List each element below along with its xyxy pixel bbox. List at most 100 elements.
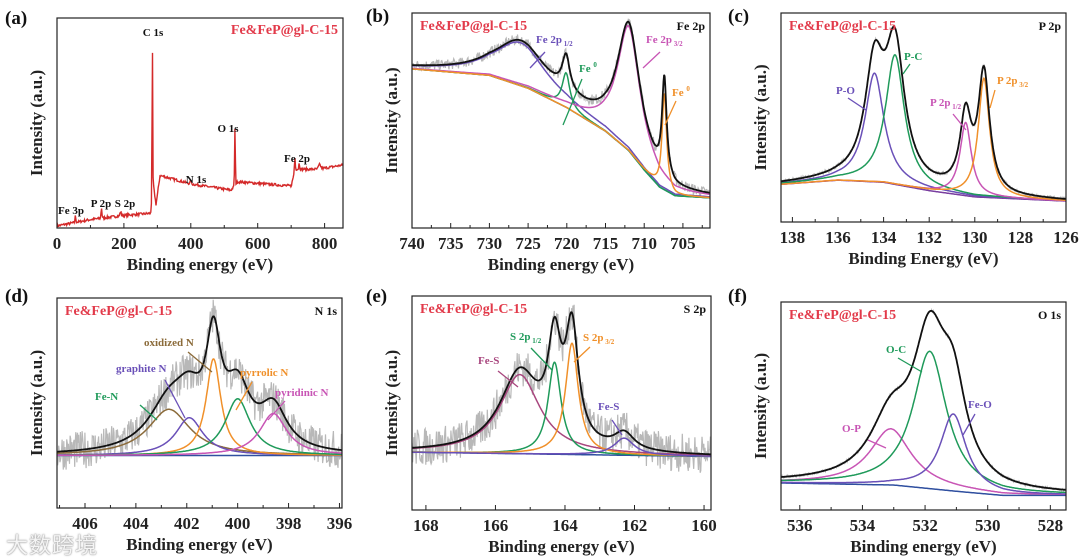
x-tick-label: 730 — [477, 234, 503, 253]
panel-label: (c) — [728, 6, 749, 27]
annotation-text: O-C — [886, 344, 906, 356]
sample-title: Fe&FeP@gl-C-15 — [789, 308, 896, 323]
peak-annotation: graphite N — [116, 363, 166, 375]
core-level-label: O 1s — [1038, 308, 1061, 322]
annotation-subscript: 3/2 — [672, 40, 683, 48]
x-tick-label: 400 — [225, 514, 251, 533]
panel-d: 406 404 402 400 398 396 Binding energy (eV) Int… — [5, 286, 352, 554]
annotation-subscript: 1/2 — [531, 337, 542, 345]
x-tick-label: 130 — [962, 228, 988, 247]
envelope-fit-line — [57, 315, 342, 453]
x-tick-label: 200 — [111, 234, 137, 253]
annotation-pointer-line — [562, 78, 583, 126]
peak-annotation: Fe 0 — [672, 85, 690, 99]
peak-annotation: O 1s — [217, 123, 239, 135]
annotation-text: pyridinic N — [275, 387, 329, 399]
envelope-fit-line — [781, 25, 1066, 200]
envelope-fit-line — [412, 20, 710, 194]
annotation-pointer-line — [642, 51, 661, 69]
annotation-superscript: 0 — [686, 85, 690, 93]
annotation-text: S 2p — [115, 198, 136, 210]
x-axis-label: Binding energy (eV) — [127, 255, 273, 274]
annotation-pointer-line — [664, 100, 677, 126]
x-tick-label: 132 — [916, 228, 942, 247]
peak-annotation: S 2p 3/2 — [583, 332, 615, 346]
x-tick-label: 398 — [276, 514, 302, 533]
annotation-text: Fe 3p — [58, 205, 84, 217]
panel-b: 740 735 730 725 720 715 710 705 Binding energy (… — [366, 6, 711, 274]
x-tick-label: 126 — [1053, 228, 1079, 247]
plot-frame — [56, 297, 343, 509]
x-tick-label: 138 — [780, 228, 806, 247]
annotation-text: P 2p — [91, 198, 111, 210]
envelope-fit-line — [781, 310, 1066, 491]
x-tick-label: 536 — [787, 516, 813, 535]
peak-annotation: Fe 3p — [58, 205, 84, 217]
annotation-pointer-line — [573, 346, 591, 363]
annotation-text: Fe-N — [95, 391, 118, 403]
x-tick-label: 164 — [552, 516, 578, 535]
sample-title: Fe&FeP@gl-C-15 — [420, 19, 527, 34]
x-axis-label: Binding energy (eV) — [850, 537, 996, 556]
x-tick-label: 396 — [327, 514, 353, 533]
annotation-pointer-line — [529, 51, 546, 69]
y-axis-label: Intensity (a.u.) — [382, 350, 401, 456]
annotation-text: P-O — [836, 85, 855, 97]
annotation-text: Fe-S — [598, 401, 619, 413]
peak-annotation: pyridinic N — [275, 387, 329, 399]
peak-annotation: Fe 2p — [284, 153, 310, 165]
annotation-pointer-line — [164, 379, 186, 419]
component-line-o-c — [781, 350, 1066, 494]
x-tick-label: 404 — [123, 514, 149, 533]
annotation-pointer-line — [611, 419, 623, 436]
annotation-pointer-line — [235, 381, 253, 411]
annotation-text: Fe — [579, 63, 593, 75]
plot-frame — [780, 12, 1067, 223]
annotation-pointer-line — [497, 370, 519, 388]
sample-title: Fe&FeP@gl-C-15 — [65, 304, 172, 319]
peak-annotation: Fe 2p 1/2 — [536, 34, 573, 48]
panel-e: 168 166 164 162 160 Binding energy (eV) Intens… — [366, 286, 717, 556]
annotation-pointer-line — [530, 347, 553, 371]
x-tick-label: 160 — [691, 516, 717, 535]
raw-data-line — [412, 304, 711, 473]
annotation-text: P 2p — [997, 75, 1017, 87]
x-tick-label: 532 — [912, 516, 938, 535]
annotation-pointer-line — [952, 113, 967, 131]
peak-annotation: P 2p — [91, 198, 111, 210]
peak-annotation: P 2p 1/2 — [930, 97, 962, 111]
component-line-p-c — [781, 53, 1066, 202]
sample-title: Fe&FeP@gl-C-15 — [789, 19, 896, 34]
annotation-subscript: 1/2 — [562, 40, 573, 48]
peak-annotation: Fe-O — [968, 399, 992, 411]
x-axis-label: Binding energy (eV) — [488, 255, 634, 274]
x-tick-label: 166 — [483, 516, 509, 535]
y-axis-label: Intensity (a.u.) — [27, 70, 46, 176]
background-line — [781, 482, 1066, 497]
annotation-text: Fe — [672, 87, 686, 99]
panel-label: (a) — [5, 8, 27, 29]
x-tick-label: 400 — [178, 234, 204, 253]
panel-label: (e) — [366, 286, 387, 307]
annotation-text: P 2p — [930, 97, 950, 109]
peak-annotation: S 2p — [115, 198, 136, 210]
x-tick-label: 600 — [245, 234, 271, 253]
x-tick-label: 162 — [622, 516, 648, 535]
x-tick-label: 530 — [975, 516, 1001, 535]
panel-label: (b) — [366, 6, 389, 27]
core-level-label: Fe 2p — [677, 19, 706, 33]
peak-annotation: C 1s — [143, 27, 164, 39]
peak-annotation: N 1s — [186, 174, 207, 186]
x-tick-label: 720 — [554, 234, 580, 253]
annotation-text: O-P — [842, 423, 861, 435]
component-line-fe-s-162-3- — [412, 437, 711, 457]
annotation-pointer-line — [139, 404, 158, 421]
annotation-subscript: 3/2 — [1017, 81, 1028, 89]
peak-annotation: P 2p 3/2 — [997, 75, 1029, 89]
component-line-fe-2p-3-2 — [412, 24, 710, 196]
component-line-p-2p-3-2 — [781, 76, 1066, 202]
x-tick-label: 725 — [515, 234, 541, 253]
x-tick-label: 528 — [1038, 516, 1064, 535]
peak-annotation: pyrrolic N — [240, 367, 288, 379]
raw-data-line — [781, 24, 1066, 202]
